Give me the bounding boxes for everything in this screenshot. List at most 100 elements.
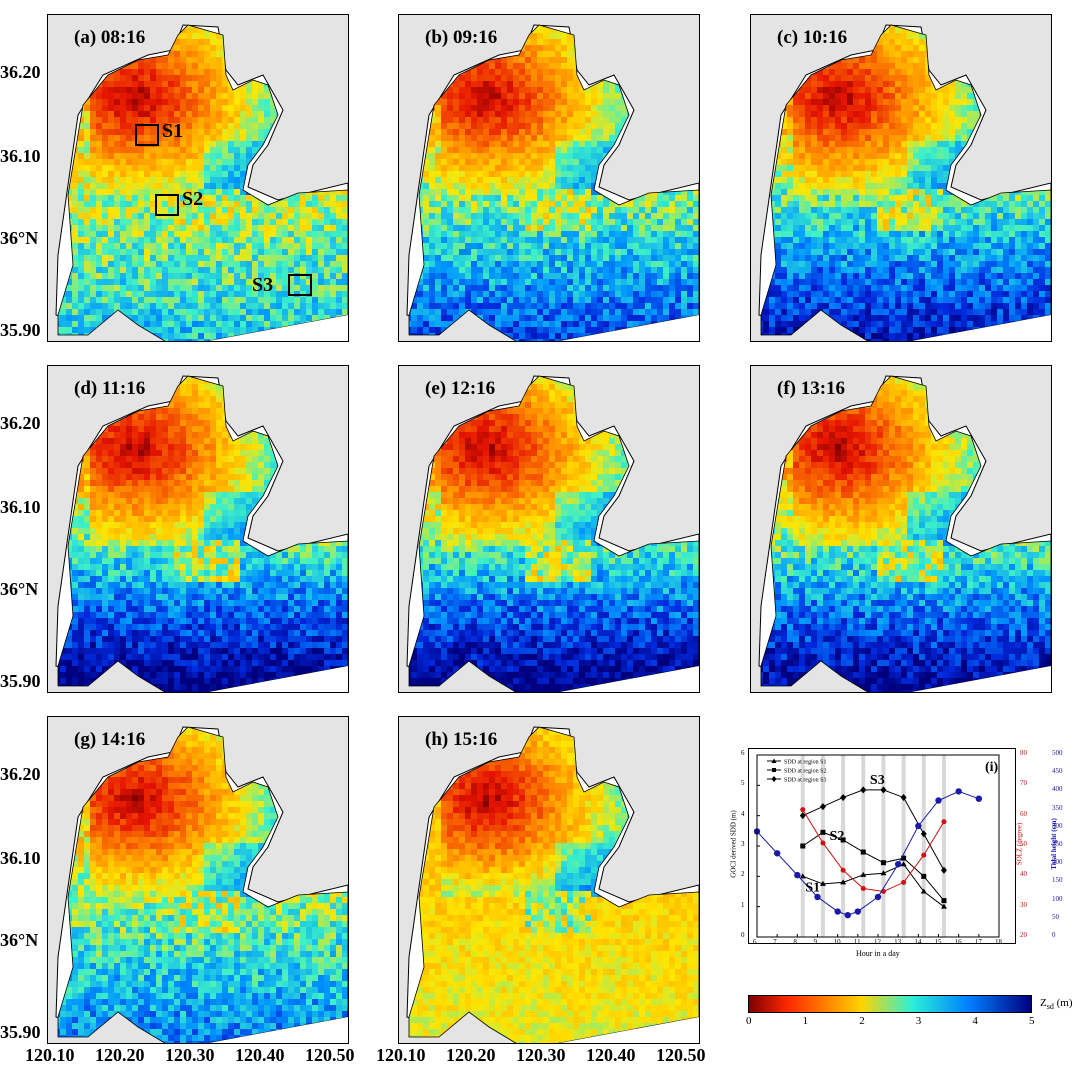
series-point bbox=[941, 898, 947, 904]
y-left-tick-label: 1 bbox=[741, 901, 745, 909]
series-point bbox=[860, 849, 866, 855]
y-right-tick-label: 200 bbox=[1052, 858, 1063, 866]
sdd-pixels bbox=[58, 25, 348, 341]
y-mid-tick-label: 70 bbox=[1020, 779, 1027, 787]
y-left-tick-label: 4 bbox=[741, 810, 745, 818]
series-point bbox=[894, 861, 902, 868]
series-point bbox=[773, 850, 781, 857]
lon-tick-label: 120.10 bbox=[376, 1045, 426, 1066]
y-right-tick-label: 150 bbox=[1052, 876, 1063, 884]
colorbar-tick-label: 1 bbox=[803, 1015, 809, 1027]
map-svg bbox=[406, 726, 699, 1043]
series-point bbox=[819, 803, 826, 811]
map-svg bbox=[758, 375, 1051, 692]
sdd-pixels bbox=[58, 727, 348, 1043]
lon-tick-label: 120.30 bbox=[516, 1045, 566, 1066]
series-point bbox=[794, 871, 801, 879]
legend-label: SDD at region S1 bbox=[784, 760, 827, 766]
y-mid-tick-label: 30 bbox=[1020, 901, 1027, 909]
map-svg bbox=[55, 375, 348, 692]
map-panel-label: (f) 13:16 bbox=[777, 378, 845, 400]
series-point bbox=[844, 911, 851, 919]
shaded-hour-band bbox=[841, 755, 846, 937]
series-point bbox=[921, 852, 927, 858]
lon-tick-label: 120.40 bbox=[235, 1045, 285, 1066]
chart-svg: SDD at region S1 SDD at region S2 SDD at r… bbox=[753, 754, 1000, 938]
y-right-tick-label: 250 bbox=[1052, 840, 1063, 848]
map-svg bbox=[758, 24, 1051, 341]
series-point bbox=[799, 812, 806, 820]
annotation-s3: S3 bbox=[870, 773, 885, 788]
chart-panel-label: (i) bbox=[985, 760, 999, 775]
lat-tick-label: 36.20 bbox=[0, 413, 41, 434]
y-right-tick-label: 500 bbox=[1052, 749, 1063, 757]
series-point bbox=[920, 830, 927, 838]
y-left-tick-label: 2 bbox=[741, 870, 745, 878]
series-point bbox=[840, 837, 846, 843]
sdd-pixels bbox=[409, 727, 699, 1043]
map-panel: (f) 13:16 bbox=[750, 365, 1052, 693]
map-panel-label: (c) 10:16 bbox=[777, 27, 847, 49]
lon-tick-label: 120.50 bbox=[305, 1045, 355, 1066]
lon-tick-label: 120.20 bbox=[95, 1045, 145, 1066]
series-point bbox=[935, 797, 942, 804]
legend-marker bbox=[771, 776, 777, 782]
y-mid-tick-label: 40 bbox=[1020, 870, 1027, 878]
series-point bbox=[941, 819, 947, 825]
x-tick-label: 7 bbox=[773, 938, 777, 946]
map-panel: (g) 14:16 bbox=[47, 716, 349, 1044]
region-box-s1 bbox=[135, 124, 159, 146]
series-point bbox=[880, 860, 886, 866]
sdd-pixels bbox=[409, 376, 699, 692]
legend-label: SDD at region S3 bbox=[784, 778, 827, 784]
shaded-hour-band bbox=[901, 755, 906, 937]
series-point bbox=[799, 873, 806, 879]
lat-tick-label: 36°N bbox=[0, 930, 38, 951]
y-right-tick-label: 50 bbox=[1052, 913, 1059, 921]
series-point bbox=[921, 873, 927, 879]
series-point bbox=[860, 885, 866, 891]
map-svg bbox=[55, 726, 348, 1043]
map-panel: (a) 08:16 bbox=[47, 14, 349, 342]
x-tick-label: 14 bbox=[914, 938, 921, 946]
series-line bbox=[802, 863, 945, 908]
region-box-s2 bbox=[155, 194, 179, 216]
shaded-hour-band bbox=[881, 755, 886, 937]
series-point bbox=[874, 893, 882, 901]
colorbar-tick-label: 2 bbox=[859, 1015, 865, 1027]
series-point bbox=[834, 908, 841, 915]
lat-tick-label: 36.20 bbox=[0, 62, 41, 83]
map-svg bbox=[406, 375, 699, 692]
map-panel-label: (e) 12:16 bbox=[425, 378, 495, 400]
lat-tick-label: 36.20 bbox=[0, 764, 41, 785]
map-panel: (d) 11:16 bbox=[47, 365, 349, 693]
y-mid-tick-label: 50 bbox=[1020, 840, 1027, 848]
x-tick-label: 16 bbox=[955, 938, 962, 946]
x-tick-label: 17 bbox=[975, 938, 982, 946]
series-point bbox=[820, 840, 826, 846]
series-point bbox=[819, 880, 826, 886]
series-point bbox=[854, 908, 862, 915]
series-point bbox=[840, 879, 847, 885]
map-svg bbox=[55, 24, 348, 341]
lon-tick-label: 120.50 bbox=[656, 1045, 706, 1066]
series-point bbox=[901, 879, 907, 885]
map-panel: (b) 09:16 bbox=[398, 14, 700, 342]
x-tick-label: 10 bbox=[834, 938, 841, 946]
x-tick-label: 13 bbox=[894, 938, 901, 946]
y-mid-tick-label: 20 bbox=[1020, 931, 1027, 939]
lat-tick-label: 36°N bbox=[0, 579, 38, 600]
x-tick-label: 8 bbox=[793, 938, 797, 946]
series-point bbox=[901, 855, 907, 861]
series-point bbox=[840, 793, 847, 801]
y-right-axis-label: Tidal height (cm) bbox=[1050, 818, 1058, 870]
series-point bbox=[940, 866, 947, 874]
colorbar-title-unit: (m) bbox=[1057, 997, 1073, 1009]
lat-tick-label: 35.90 bbox=[0, 671, 41, 692]
x-tick-label: 15 bbox=[935, 938, 942, 946]
y-mid-tick-label: 60 bbox=[1020, 810, 1027, 818]
lat-tick-label: 36°N bbox=[0, 228, 38, 249]
y-mid-tick-label: 80 bbox=[1020, 749, 1027, 757]
colorbar-title: Zsd (m) bbox=[1040, 997, 1073, 1011]
series-point bbox=[840, 867, 846, 873]
